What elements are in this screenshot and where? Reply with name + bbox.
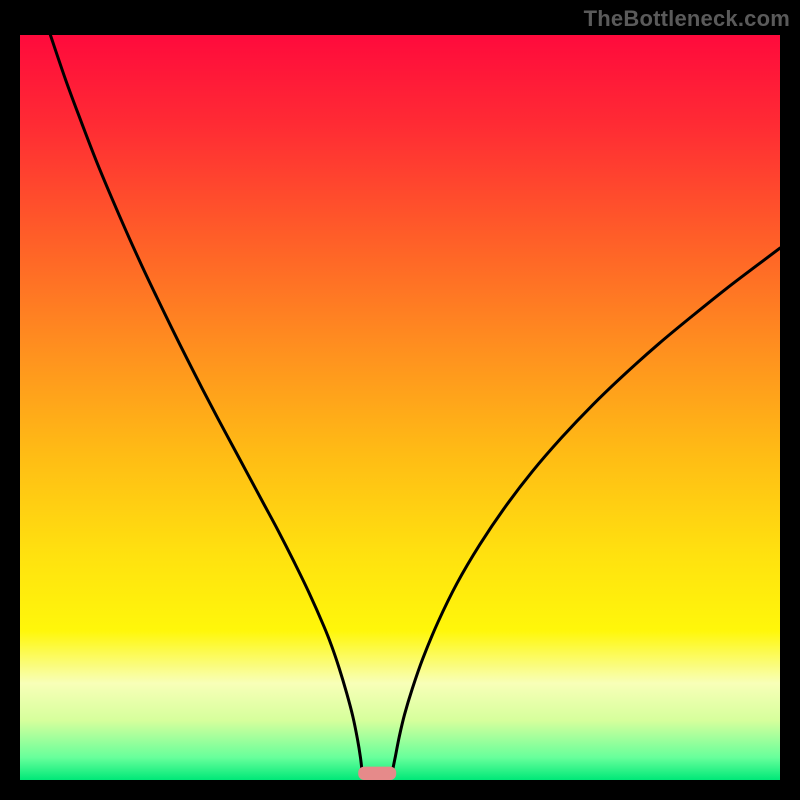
bottom-marker	[358, 767, 396, 780]
chart-container: TheBottleneck.com	[0, 0, 800, 800]
chart-svg	[20, 35, 780, 780]
plot-area	[20, 35, 780, 780]
watermark-text: TheBottleneck.com	[584, 6, 790, 32]
gradient-background	[20, 35, 780, 780]
